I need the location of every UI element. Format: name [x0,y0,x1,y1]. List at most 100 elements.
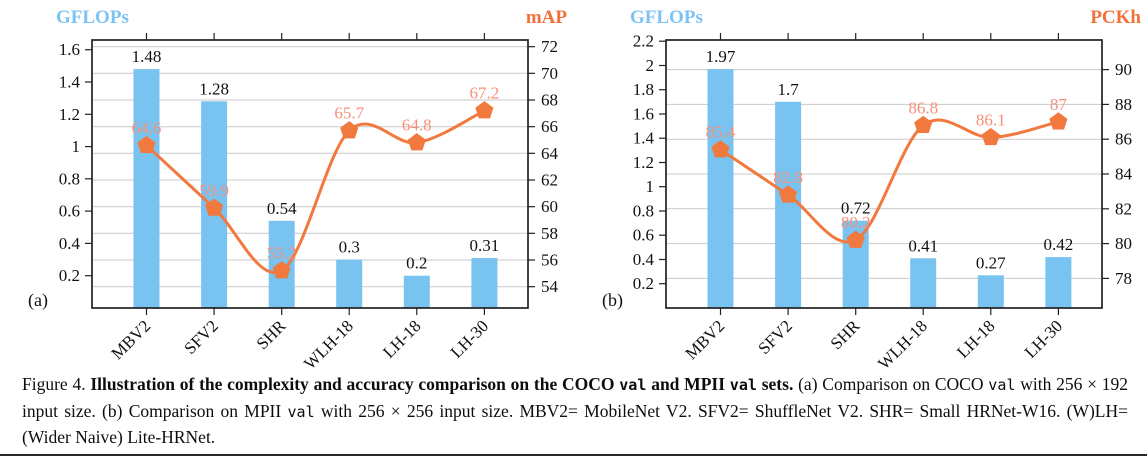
accuracy-line [719,118,1060,244]
right-tick-label: 90 [1115,60,1132,79]
right-tick-label: 60 [541,197,558,216]
category-label-SFV2: SFV2 [180,316,221,357]
line-value-label: 64.6 [132,118,162,137]
bar-value-label: 0.42 [1044,235,1074,254]
right-tick-label: 86 [1115,130,1132,149]
line-value-label: 59.9 [199,181,229,200]
category-label-WLH-18: WLH-18 [874,316,931,372]
line-marker-LH-18 [981,127,1000,146]
right-tick-label: 72 [541,37,558,56]
line-value-label: 80.2 [841,213,871,232]
right-tick-label: 54 [541,277,559,296]
right-tick-label: 82 [1115,199,1132,218]
category-label-SHR: SHR [253,316,290,353]
right-tick-label: 56 [541,251,558,270]
right-tick-label: 84 [1115,165,1133,184]
left-tick-label: 0.6 [59,202,80,221]
caption-segment-1: Illustration of the complexity and accur… [90,374,620,394]
line-value-label: 55.2 [267,244,297,263]
right-tick-label: 66 [541,117,558,136]
left-tick-label: 1.6 [59,40,80,59]
category-label-WLH-18: WLH-18 [300,316,357,372]
right-tick-label: 58 [541,224,558,243]
chart-panel-a: 1.48 1.28 0.54 0.3 0.2 0.31 64.6 59.9 55.2 65.7 64… [28,7,568,372]
line-marker-LH-30 [1049,112,1068,130]
right-tick-label: 64 [541,144,559,163]
bar-value-label: 1.7 [777,80,799,99]
right-axis-title: mAP [526,7,568,28]
bar-value-label: 0.3 [339,238,360,257]
bar-value-label: 0.54 [267,199,297,218]
bar-LH-18 [403,275,430,308]
line-value-label: 86.1 [976,111,1006,130]
left-tick-label: 1.2 [633,153,654,172]
caption-segment-10: with 256 × 256 input size. MBV2= MobileN… [22,400,1128,448]
caption-segment-5: sets. [756,374,794,394]
bar-value-label: 0.2 [406,254,427,273]
bar-MBV2 [707,69,734,308]
left-tick-label: 1.8 [633,80,654,99]
left-tick-label: 1.6 [633,105,654,124]
right-tick-label: 62 [541,171,558,190]
category-label-SFV2: SFV2 [754,316,795,357]
left-tick-label: 1.4 [633,129,655,148]
category-label-MBV2: MBV2 [107,316,154,363]
bar-value-label: 0.41 [908,236,938,255]
caption-segment-7: val [988,376,1016,394]
caption-segment-3: and MPII [646,374,730,394]
line-marker-WLH-18 [340,121,359,139]
left-tick-label: 0.8 [59,169,80,188]
line-value-label: 67.2 [470,84,500,103]
bar-LH-30 [1045,257,1072,308]
line-value-label: 85.4 [706,123,736,142]
bar-value-label: 1.97 [706,47,736,66]
right-axis-title: PCKh [1090,7,1141,28]
left-tick-label: 1 [72,137,81,156]
right-tick-label: 78 [1115,269,1132,288]
line-marker-SFV2 [205,198,224,216]
category-label-LH-30: LH-30 [1021,316,1066,361]
bar-WLH-18 [336,259,363,308]
right-tick-label: 80 [1115,234,1132,253]
left-tick-label: 2.2 [633,32,654,51]
left-axis-title: GFLOPs [56,7,129,28]
bar-LH-30 [471,258,498,308]
line-marker-WLH-18 [914,115,933,133]
line-marker-MBV2 [711,140,730,158]
right-tick-label: 68 [541,91,558,110]
left-tick-label: 2 [646,56,655,75]
category-label-SHR: SHR [827,316,864,353]
page-rule [0,454,1147,456]
left-tick-label: 0.4 [633,250,655,269]
bar-WLH-18 [910,258,937,308]
bar-value-label: 1.48 [132,47,162,66]
right-tick-label: 70 [541,64,558,83]
line-marker-MBV2 [137,135,156,154]
left-tick-label: 0.6 [633,226,654,245]
category-label-LH-30: LH-30 [447,316,492,361]
bar-value-label: 0.27 [976,253,1006,272]
left-tick-label: 0.4 [59,234,81,253]
line-marker-LH-30 [475,101,494,119]
left-tick-label: 1 [646,177,655,196]
line-value-label: 86.8 [908,98,938,117]
accuracy-line [145,109,486,275]
left-tick-label: 1.2 [59,105,80,124]
left-tick-label: 0.2 [59,266,80,285]
caption-segment-0: Figure 4. [22,374,91,394]
panel-label: (a) [28,290,48,311]
bar-value-label: 0.72 [841,199,871,218]
line-value-label: 64.8 [402,116,432,135]
left-tick-label: 0.2 [633,274,654,293]
line-marker-LH-18 [407,133,426,151]
line-marker-SHR [846,230,865,248]
right-tick-label: 88 [1115,95,1132,114]
line-value-label: 65.7 [334,104,364,123]
chart-panel-b: 1.971.70.720.410.270.4285.482.880.286.88… [602,7,1141,372]
bar-value-label: 0.31 [470,236,500,255]
bar-SFV2 [775,101,802,308]
bar-value-label: 1.28 [199,79,229,98]
line-marker-SFV2 [779,185,798,203]
bar-LH-18 [977,275,1004,308]
line-value-label: 82.8 [773,168,803,187]
